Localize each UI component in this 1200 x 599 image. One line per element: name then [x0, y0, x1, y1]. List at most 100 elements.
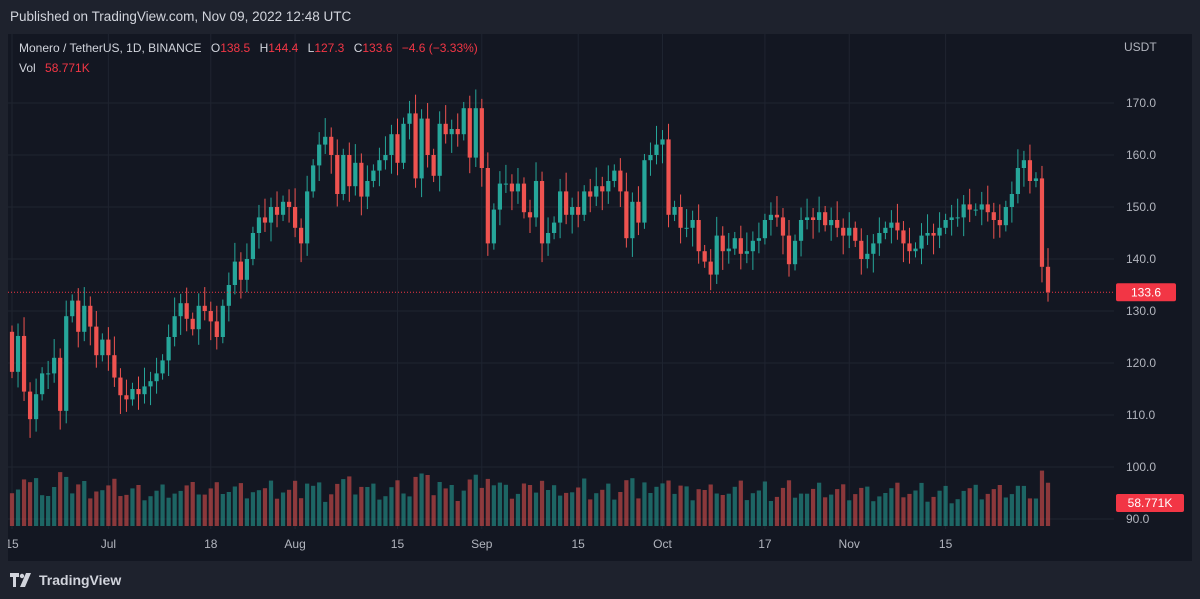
candle-body [666, 139, 671, 215]
candle-body [148, 381, 153, 387]
candle-body [539, 181, 545, 244]
volume-bar [190, 482, 195, 526]
volume-bar [696, 489, 701, 526]
volume-bar [576, 487, 581, 526]
volume-bar [600, 489, 605, 526]
price-tick-label: 130.0 [1126, 304, 1156, 318]
volume-bar [630, 478, 635, 526]
volume-bar [172, 493, 177, 526]
symbol-title: Monero / TetherUS, 1D, BINANCE [19, 41, 202, 55]
candle-body [124, 395, 129, 400]
volume-bar [582, 478, 587, 526]
volume-bar [485, 478, 490, 526]
volume-bar [533, 492, 539, 526]
volume-bar [142, 500, 147, 526]
currency-label: USDT [1124, 40, 1157, 54]
volume-bar [467, 479, 472, 526]
candle-body [377, 160, 382, 171]
candle-body [612, 170, 617, 181]
candle-body [527, 212, 533, 218]
volume-bar [70, 493, 75, 526]
volume-bar [955, 499, 960, 526]
candle-body [371, 170, 376, 181]
price-axis[interactable]: USDT 170.0 160.0 150.0 140.0 130.0 120.0 110.0… [1124, 40, 1157, 526]
header-bar: Published on TradingView.com, Nov 09, 20… [0, 0, 1200, 34]
candle-body [533, 181, 539, 218]
volume-bar [768, 501, 774, 526]
volume-bar [299, 498, 304, 526]
volume-bar [455, 501, 460, 526]
candle-body [545, 233, 551, 244]
candle-body [684, 227, 689, 229]
candle-body [178, 303, 183, 317]
candle-body [636, 201, 641, 223]
candle-body [220, 305, 225, 337]
volume-bar [720, 495, 725, 526]
volume-bar [1009, 494, 1014, 526]
candle-body [286, 201, 292, 207]
high-value: 144.4 [268, 41, 298, 55]
candle-body [329, 136, 334, 155]
volume-bar [46, 496, 51, 526]
volume-bar [612, 499, 617, 526]
legend: Monero / TetherUS, 1D, BINANCE O138.5 H1… [19, 41, 478, 75]
volume-bar [347, 476, 352, 526]
volume-bar [443, 488, 448, 526]
candle-body [817, 212, 822, 220]
volume-bar [268, 480, 274, 526]
volume-bar [166, 497, 171, 526]
chart-frame[interactable]: USDT 170.0 160.0 150.0 140.0 130.0 120.0 110.0… [8, 34, 1192, 561]
volume-badge: 58.771K [1116, 494, 1184, 512]
volume-bar [250, 492, 256, 526]
tradingview-brand[interactable]: TradingView [10, 572, 121, 588]
volume-bar [756, 490, 761, 526]
volume-bar [829, 494, 834, 526]
time-axis[interactable]: 15 Jul 18 Aug 15 Sep 15 Oct 17 Nov 15 [8, 537, 953, 551]
volume-bar [702, 490, 707, 526]
candle-body [786, 235, 792, 265]
candle-body [871, 243, 876, 254]
volume-bar [371, 483, 376, 526]
candle-body [196, 305, 201, 330]
candle-body [642, 160, 647, 223]
candle-body [702, 251, 707, 262]
candle-body [497, 183, 502, 210]
candle-body [190, 318, 195, 330]
candle-body [461, 108, 466, 135]
candle-body [570, 207, 575, 215]
svg-text:Monero / TetherUS, 1D, BINANCE: Monero / TetherUS, 1D, BINANCE O138.5 H1… [19, 41, 478, 55]
candle-body [365, 181, 370, 197]
candle-body [100, 339, 105, 356]
volume-bar [684, 486, 689, 526]
volume-bar [15, 489, 21, 526]
candle-body [732, 238, 737, 249]
price-tick-label: 170.0 [1126, 96, 1156, 110]
volume-bar [841, 484, 846, 526]
volume-bar [648, 493, 653, 526]
volume-bar [919, 482, 924, 526]
volume-bar [317, 482, 322, 526]
volume-bar [1039, 470, 1045, 526]
volume-bar [1033, 498, 1039, 526]
candle-body [973, 209, 978, 211]
time-tick-label: 15 [8, 537, 19, 551]
volume-bar [40, 495, 45, 526]
candle-body [919, 235, 924, 249]
volume-bar [823, 497, 828, 526]
volume-bar [88, 498, 93, 526]
volume-bar [877, 496, 882, 526]
volume-bar [437, 482, 442, 526]
volume-bar [461, 490, 466, 526]
volume-bar [160, 484, 165, 526]
volume-bar [238, 483, 243, 526]
candle-body [160, 360, 165, 374]
volume-bar [1027, 498, 1033, 526]
candle-body [238, 261, 243, 280]
volume-bar [714, 493, 719, 526]
candle-body [648, 155, 653, 161]
volume-bar [365, 487, 370, 526]
close-value: 133.6 [362, 41, 392, 55]
price-chart[interactable]: USDT 170.0 160.0 150.0 140.0 130.0 120.0 110.0… [8, 34, 1192, 561]
price-tick-label: 140.0 [1126, 252, 1156, 266]
volume-bar [431, 495, 436, 526]
